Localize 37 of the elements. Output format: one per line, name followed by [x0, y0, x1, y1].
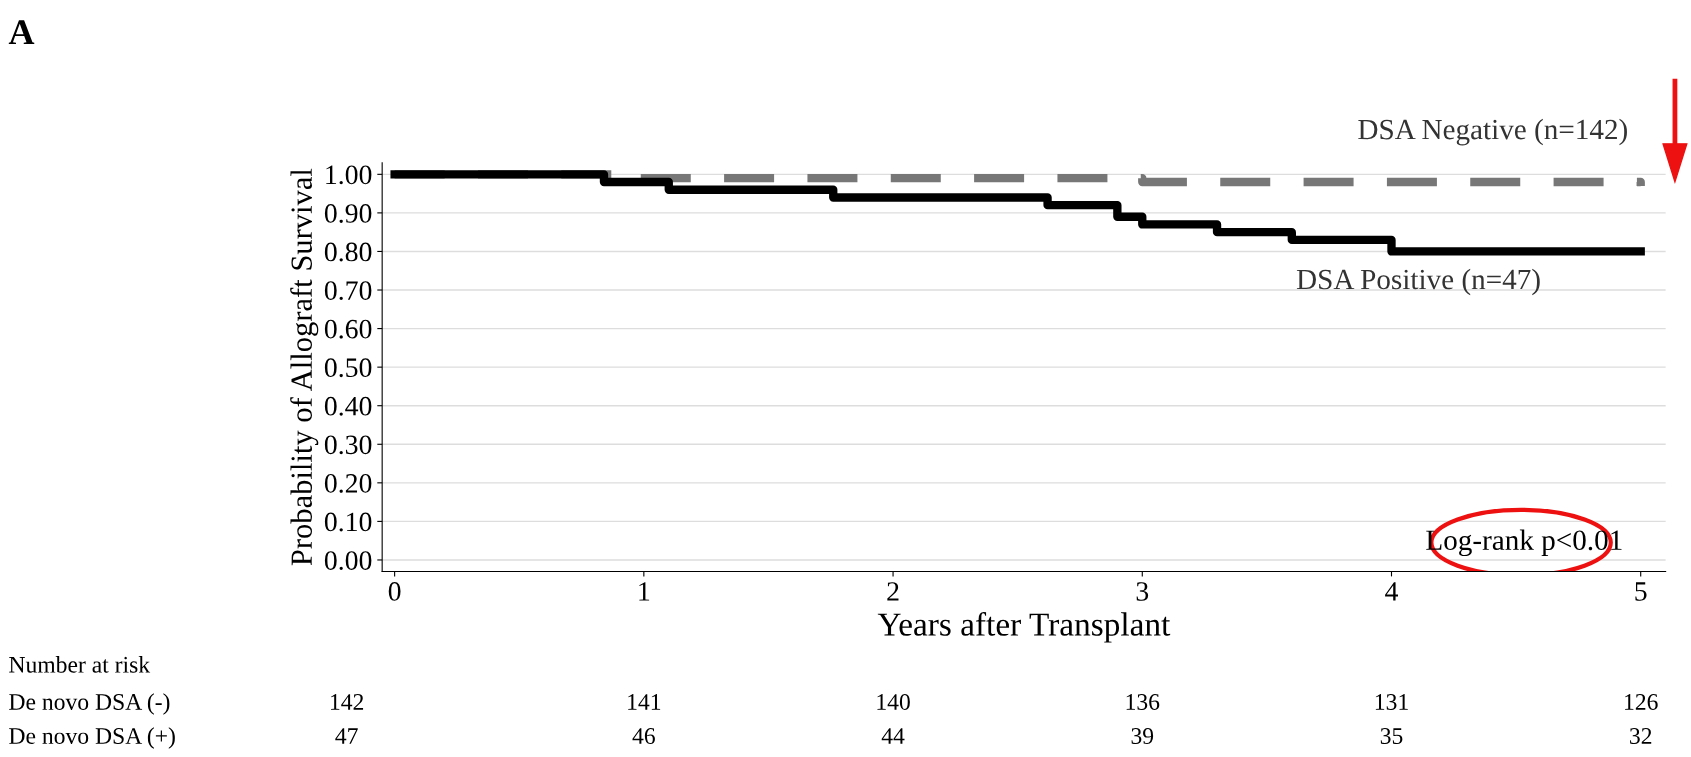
series-label: DSA Negative (n=142)	[1358, 118, 1627, 146]
x-axis-title: Years after Transplant	[877, 612, 1171, 643]
text: 32	[1630, 728, 1652, 744]
x-tick-label: 0	[388, 582, 401, 601]
y-tick-label: 0.00	[324, 551, 372, 570]
y-tick-label: 1.00	[326, 165, 372, 185]
text: 46	[632, 728, 655, 744]
y-tick-label: 0.70	[324, 281, 372, 301]
x-tick-label: 1	[639, 582, 650, 601]
x-tick-label: 5	[1635, 582, 1647, 601]
y-tick-label: 0.80	[324, 242, 372, 262]
y-tick-label: 0.60	[324, 319, 372, 339]
y-tick-label: 0.90	[324, 204, 372, 223]
text: 126	[1625, 694, 1658, 710]
y-tick-label: 0.30	[324, 435, 372, 455]
text: 131	[1375, 694, 1408, 710]
y-tick-label: 0.40	[324, 396, 372, 416]
text: 136	[1126, 694, 1160, 710]
text: 44	[881, 728, 905, 744]
x-tick-label: 2	[887, 582, 899, 601]
text: 142	[331, 694, 364, 710]
x-tick-label: 4	[1385, 582, 1399, 601]
text: 35	[1380, 728, 1403, 744]
text: 47	[335, 728, 358, 744]
text: 39	[1131, 728, 1154, 744]
series-label: DSA Positive (n=47)	[1296, 268, 1540, 296]
y-tick-label: 0.50	[324, 358, 372, 378]
y-tick-label: 0.10	[324, 512, 372, 532]
text: 140	[877, 693, 910, 710]
text: De novo DSA (+)	[9, 727, 175, 749]
text: A	[8, 20, 35, 44]
x-tick-label: 3	[1136, 582, 1149, 601]
text: 141	[628, 694, 661, 710]
y-tick-label: 0.20	[324, 474, 372, 493]
text: Number at risk	[9, 656, 151, 673]
text: De novo DSA (-)	[9, 693, 170, 715]
y-axis-title: Probability of Allograft Survival	[290, 168, 319, 566]
